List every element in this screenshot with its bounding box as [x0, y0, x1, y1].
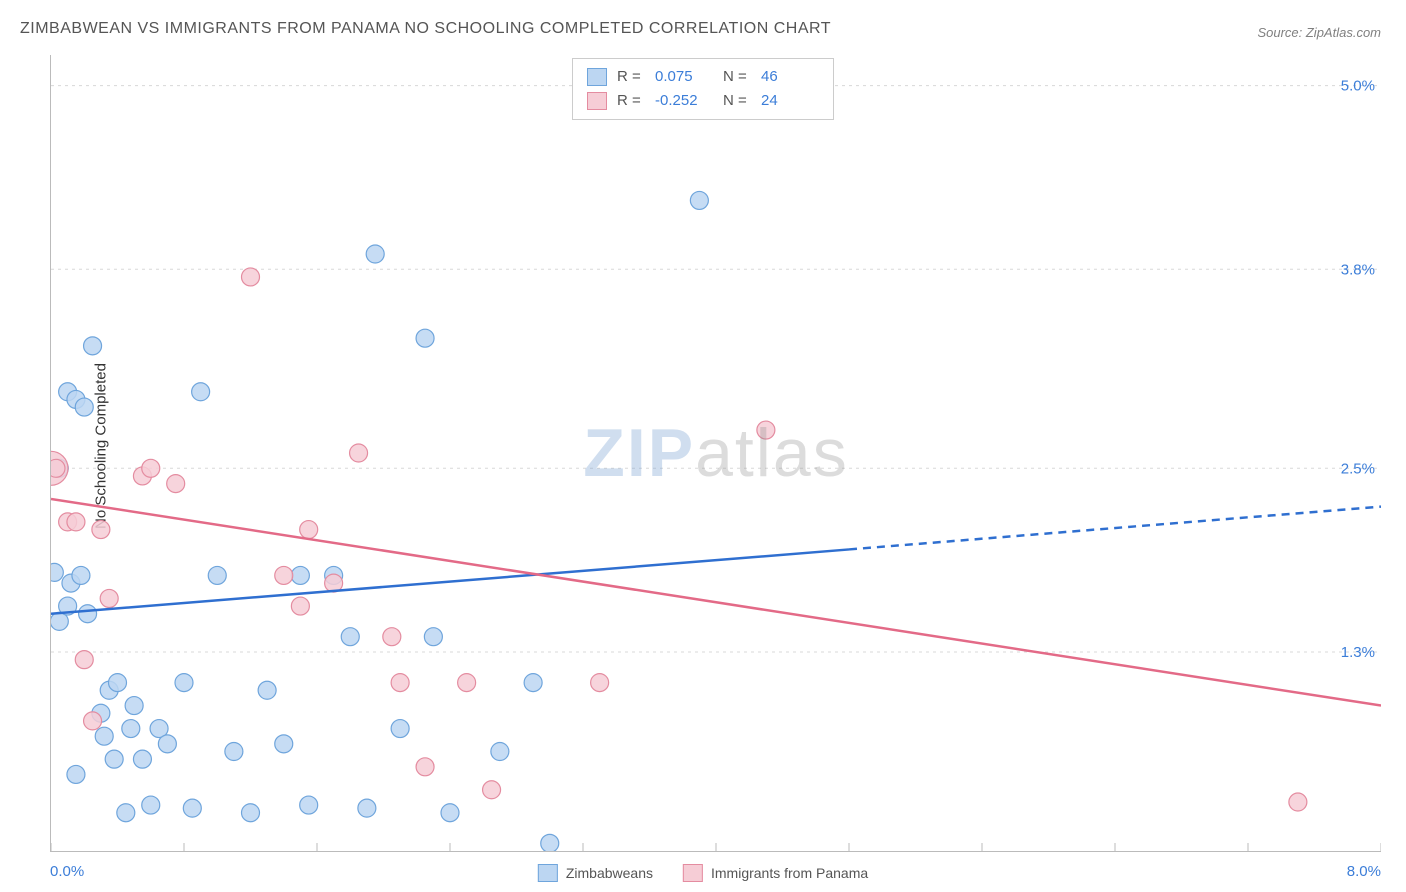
legend-label: Immigrants from Panama — [711, 865, 868, 881]
n-label: N = — [723, 65, 751, 89]
n-value: 24 — [761, 89, 819, 113]
stats-box: R = 0.075 N = 46 R = -0.252 N = 24 — [572, 58, 834, 120]
legend-item: Immigrants from Panama — [683, 864, 868, 882]
watermark-atlas: atlas — [695, 415, 849, 491]
x-axis-min-label: 0.0% — [50, 863, 84, 880]
svg-text:2.5%: 2.5% — [1341, 460, 1375, 477]
r-label: R = — [617, 65, 645, 89]
bottom-legend: Zimbabweans Immigrants from Panama — [538, 864, 868, 882]
legend-swatch — [587, 92, 607, 110]
legend-swatch — [683, 864, 703, 882]
chart-svg: 1.3% 2.5% 3.8% 5.0% — [51, 55, 1381, 851]
legend-swatch — [538, 864, 558, 882]
source-label: Source: ZipAtlas.com — [1257, 25, 1381, 40]
stats-row: R = 0.075 N = 46 — [587, 65, 819, 89]
r-value: -0.252 — [655, 89, 713, 113]
chart-title: ZIMBABWEAN VS IMMIGRANTS FROM PANAMA NO … — [20, 20, 831, 38]
plot-area: 1.3% 2.5% 3.8% 5.0% ZIPatlas — [50, 55, 1381, 852]
svg-text:5.0%: 5.0% — [1341, 78, 1375, 95]
watermark: ZIPatlas — [583, 414, 848, 492]
n-label: N = — [723, 89, 751, 113]
svg-text:1.3%: 1.3% — [1341, 644, 1375, 661]
r-value: 0.075 — [655, 65, 713, 89]
legend-swatch — [587, 68, 607, 86]
svg-text:3.8%: 3.8% — [1341, 261, 1375, 278]
legend-item: Zimbabweans — [538, 864, 653, 882]
r-label: R = — [617, 89, 645, 113]
stats-row: R = -0.252 N = 24 — [587, 89, 819, 113]
n-value: 46 — [761, 65, 819, 89]
x-axis-max-label: 8.0% — [1347, 863, 1381, 880]
legend-label: Zimbabweans — [566, 865, 653, 881]
watermark-zip: ZIP — [583, 415, 695, 491]
